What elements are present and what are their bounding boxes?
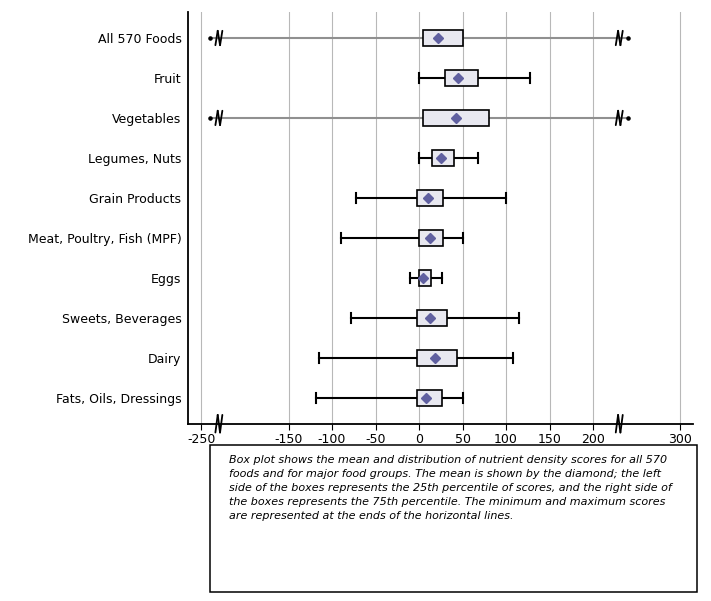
Bar (432, 150, 454, 166)
FancyBboxPatch shape (210, 445, 697, 592)
Bar (417, 350, 457, 366)
Bar (417, 190, 444, 206)
Bar (424, 30, 463, 46)
Bar (417, 389, 442, 406)
Text: Box plot shows the mean and distribution of nutrient density scores for all 570
: Box plot shows the mean and distribution… (229, 455, 672, 521)
Bar (419, 270, 432, 286)
Bar (417, 310, 447, 326)
Bar (445, 70, 479, 86)
X-axis label: Nutrient Density Score per 100 Kcal: Nutrient Density Score per 100 Kcal (300, 456, 582, 470)
Bar (424, 110, 488, 126)
Bar (419, 230, 444, 246)
